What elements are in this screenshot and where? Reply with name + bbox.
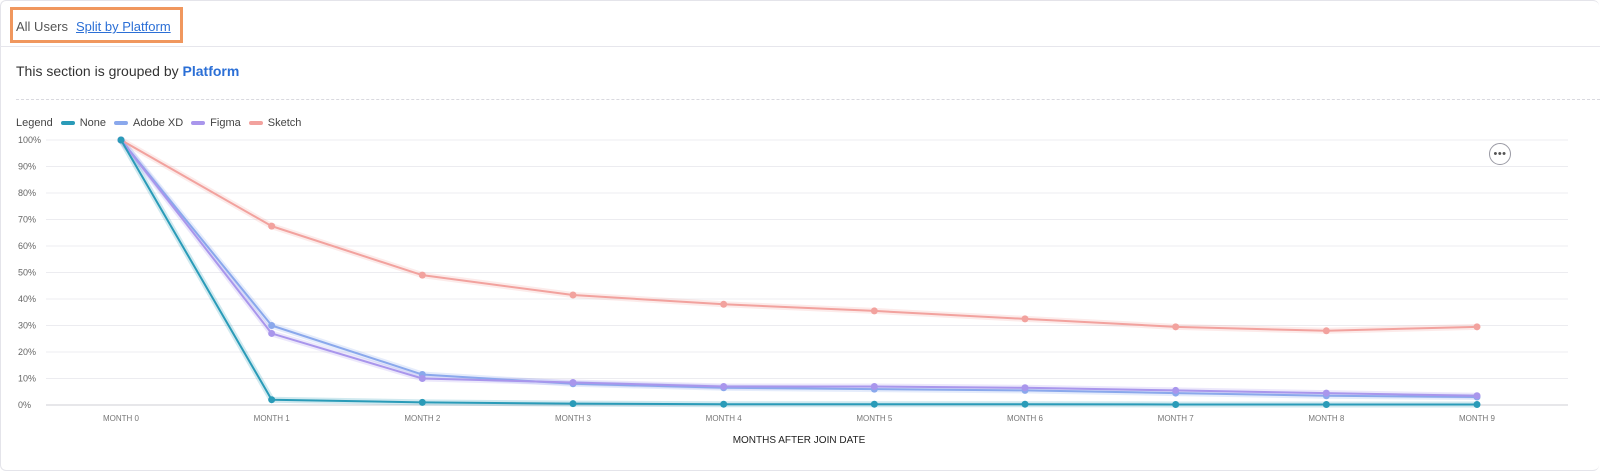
data-point (268, 396, 276, 404)
y-tick-label: 90% (18, 162, 36, 172)
tabs-highlight-box (10, 7, 183, 43)
legend-swatch (248, 121, 263, 125)
legend-label: None (79, 117, 107, 129)
grouping-description: This section is grouped by Platform (16, 63, 239, 79)
data-point (1021, 315, 1029, 323)
tab-all-users[interactable]: All Users (16, 19, 69, 34)
y-tick-label: 70% (18, 215, 36, 225)
data-point (418, 271, 426, 279)
data-point (1473, 323, 1481, 331)
x-tick-label: MONTH 3 (555, 414, 592, 423)
y-tick-label: 10% (18, 374, 36, 384)
more-options-button[interactable]: ••• (1489, 143, 1511, 165)
series-band (118, 138, 1478, 401)
grouping-prefix: This section is grouped by (16, 63, 179, 79)
data-point (1172, 386, 1180, 394)
y-tick-label: 30% (18, 321, 36, 331)
tab-split-by-platform[interactable]: Split by Platform (76, 19, 171, 34)
series-line (120, 139, 1477, 406)
chart-legend: Legend None Adobe XD Figma Sketch (16, 116, 309, 130)
data-point (418, 398, 426, 406)
data-point (569, 291, 577, 299)
ellipsis-icon: ••• (1493, 147, 1507, 160)
data-point (569, 378, 577, 386)
series-line (120, 139, 1478, 399)
data-point (1322, 327, 1330, 335)
y-tick-label: 80% (18, 188, 36, 198)
legend-title: Legend (16, 117, 53, 129)
x-tick-label: MONTH 7 (1158, 414, 1195, 423)
data-point (268, 322, 276, 329)
data-point (870, 400, 878, 408)
legend-label: Adobe XD (133, 117, 184, 129)
y-tick-label: 0% (18, 400, 31, 410)
y-tick-label: 50% (18, 268, 36, 278)
series-line (120, 139, 1478, 397)
x-tick-label: MONTH 2 (404, 414, 441, 423)
y-tick-label: 20% (18, 347, 36, 357)
section-divider (16, 99, 1600, 100)
legend-item[interactable]: None (60, 117, 107, 129)
legend-item[interactable]: Adobe XD (114, 117, 183, 129)
data-point (1172, 323, 1180, 331)
data-point (1172, 400, 1180, 408)
x-tick-label: MONTH 6 (1007, 414, 1044, 423)
series-band (119, 137, 1478, 334)
data-point (268, 222, 276, 230)
x-tick-label: MONTH 0 (103, 414, 140, 423)
data-point (870, 307, 878, 315)
data-point (1473, 400, 1481, 408)
data-point (569, 400, 577, 408)
x-tick-label: MONTH 1 (254, 414, 291, 423)
legend-label: Figma (210, 117, 241, 129)
series-band (118, 138, 1478, 399)
series-line (120, 139, 1478, 332)
x-tick-label: MONTH 5 (856, 414, 893, 423)
data-point (720, 300, 728, 308)
data-point (1473, 392, 1481, 400)
legend-item[interactable]: Figma (191, 117, 241, 129)
legend-item[interactable]: Sketch (248, 117, 302, 129)
x-tick-label: MONTH 8 (1308, 414, 1345, 423)
data-point (268, 329, 276, 337)
y-tick-label: 100% (18, 135, 41, 145)
data-point (1021, 384, 1029, 392)
data-point (870, 382, 878, 390)
grouping-field[interactable]: Platform (182, 63, 240, 79)
data-point (720, 382, 728, 390)
x-axis-label: MONTHS AFTER JOIN DATE (733, 435, 866, 446)
x-tick-label: MONTH 4 (706, 414, 743, 423)
data-point (1322, 400, 1330, 408)
legend-label: Sketch (267, 117, 302, 129)
x-tick-label: MONTH 9 (1459, 414, 1496, 423)
y-tick-label: 60% (18, 241, 36, 251)
legend-swatch (60, 121, 75, 125)
y-tick-label: 40% (18, 294, 36, 304)
legend-swatch (191, 121, 206, 125)
data-point (1021, 400, 1029, 408)
data-point (720, 400, 728, 408)
legend-swatch (114, 121, 129, 125)
data-point (1322, 389, 1330, 397)
data-point (117, 136, 125, 144)
data-point (418, 375, 426, 382)
view-tabs-bar (0, 0, 1600, 47)
